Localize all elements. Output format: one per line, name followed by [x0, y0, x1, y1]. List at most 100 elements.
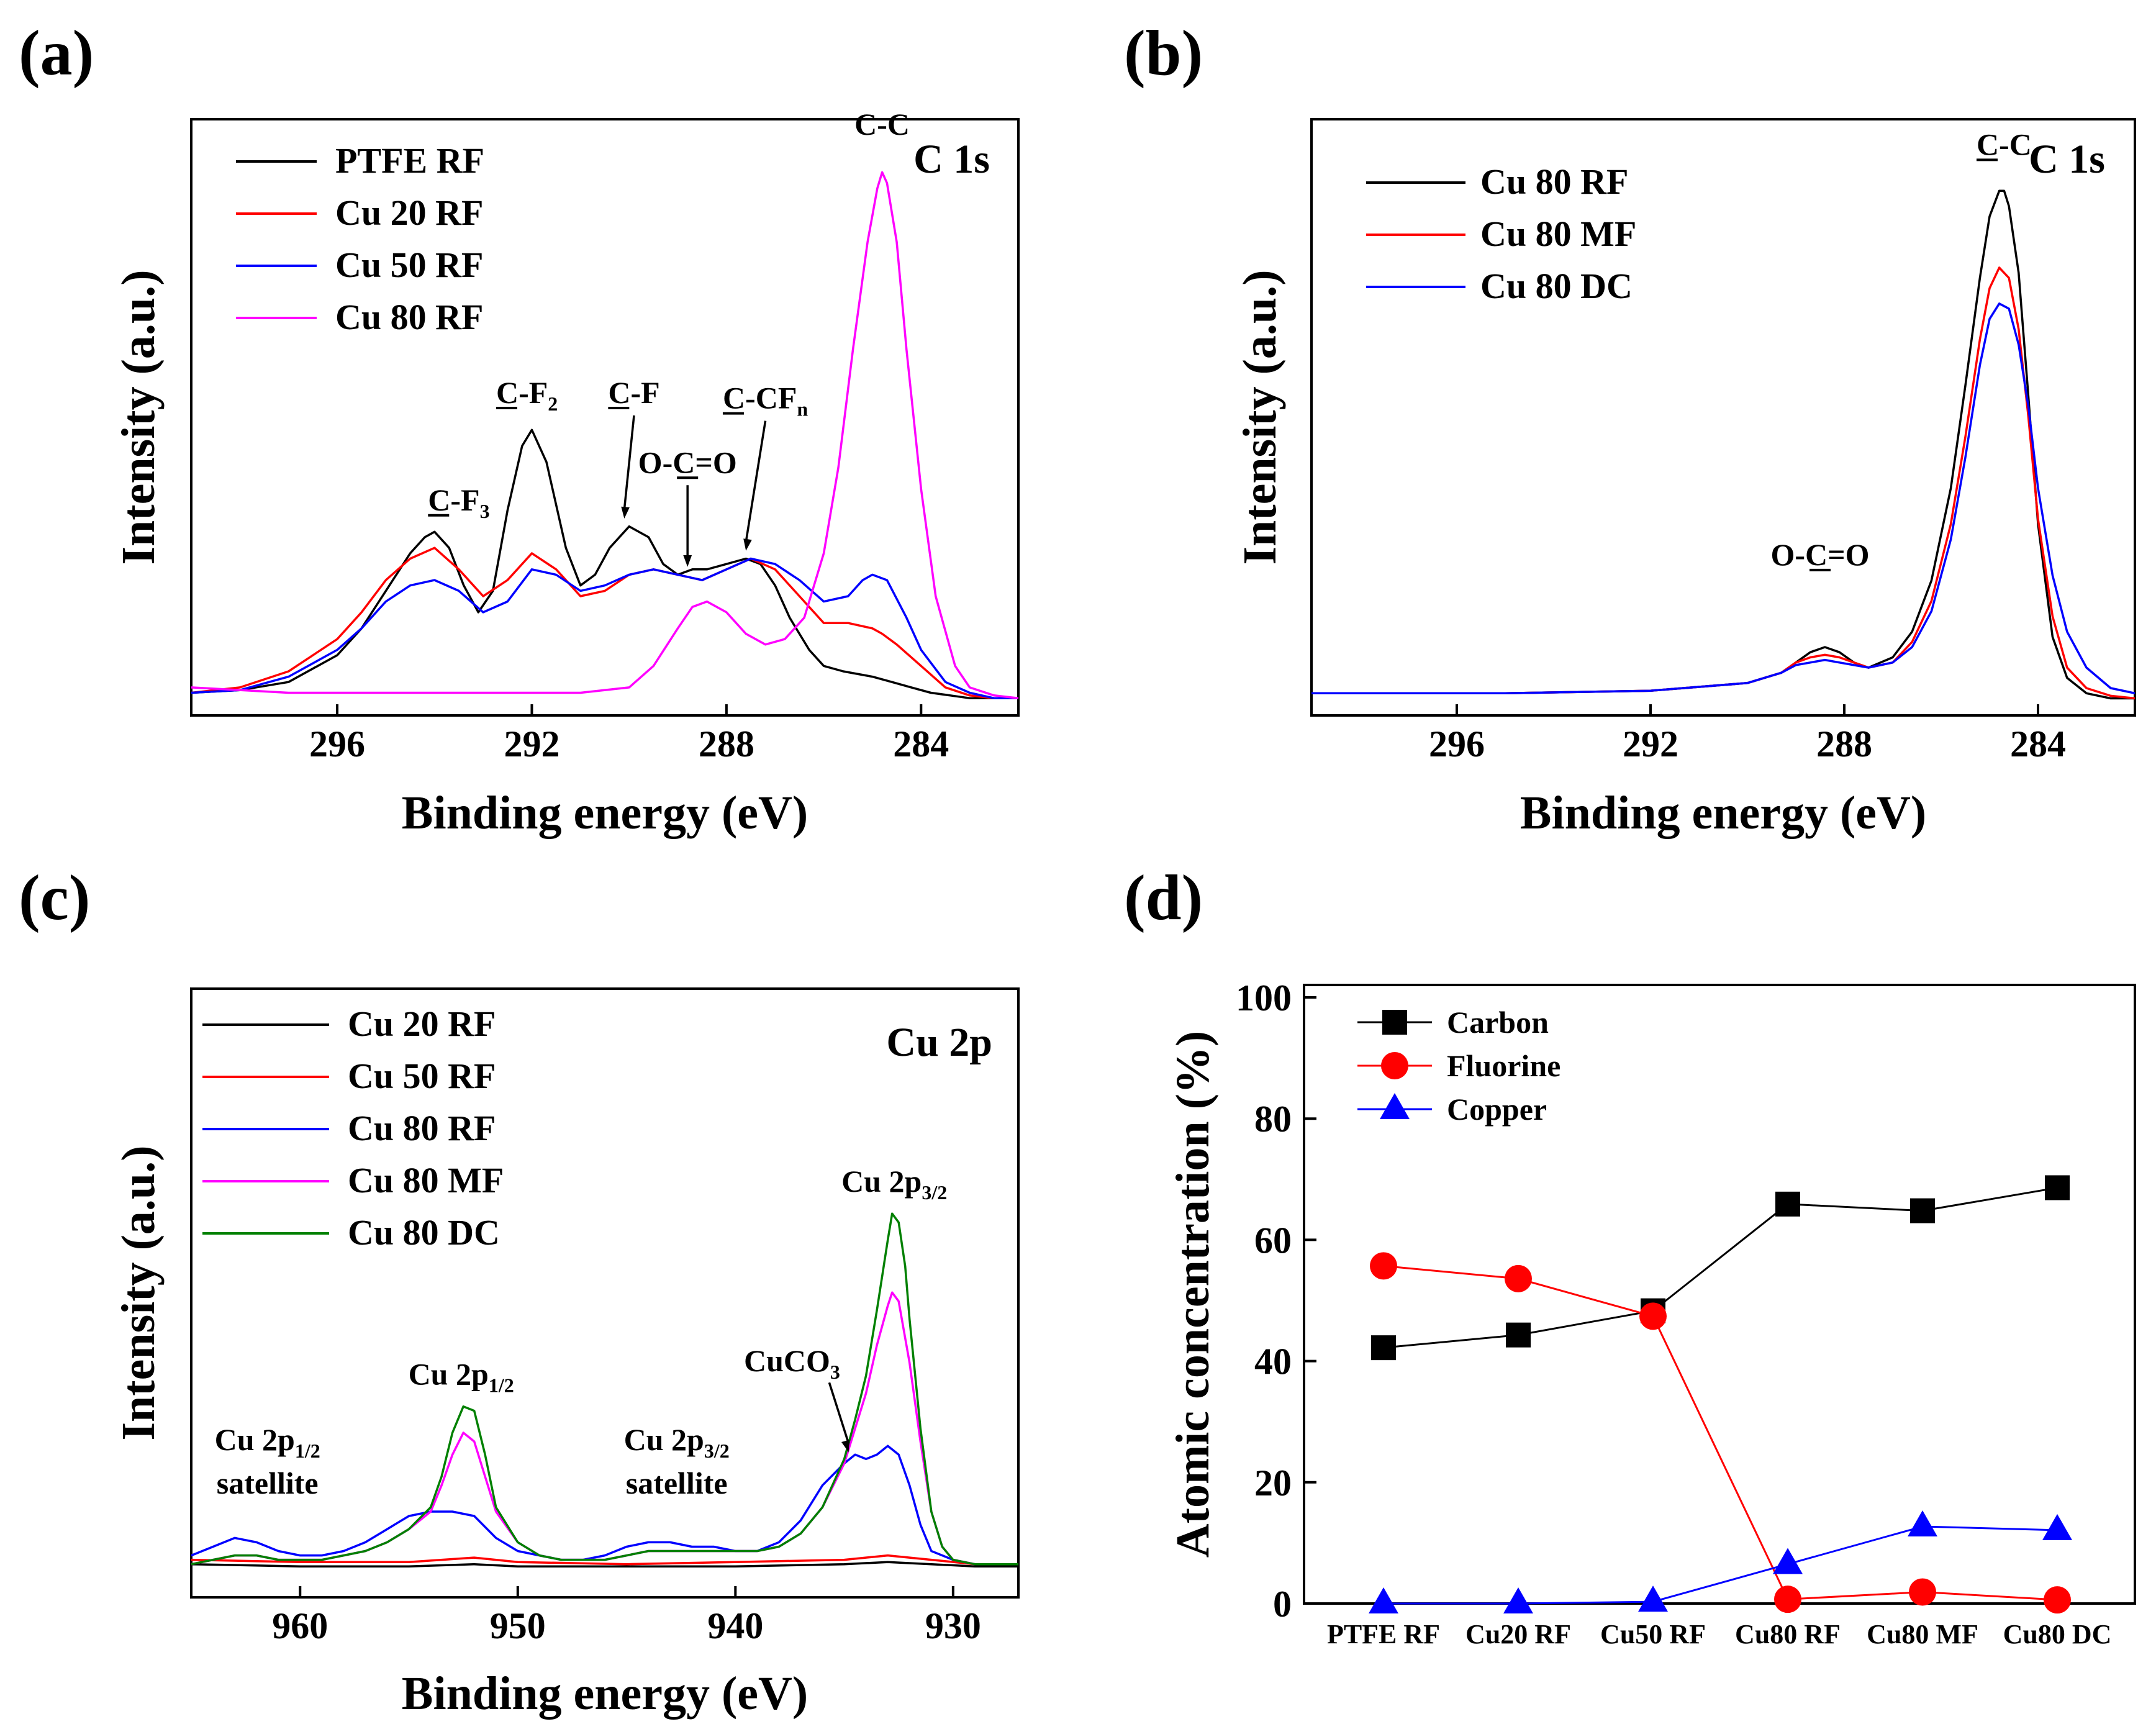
legend-label-b-0: Cu 80 RF: [1480, 161, 1628, 202]
legend-label-d-0: Carbon: [1447, 1005, 1549, 1040]
x-axis-label-a: Binding energy (eV): [402, 787, 808, 839]
y-ticks-d: 0 20 40 60 80 100: [1236, 978, 1316, 1625]
x-tick-label-a-0: 296: [309, 724, 365, 764]
data-point-d-1-1: [1505, 1264, 1532, 1292]
data-point-d-1-2: [1639, 1302, 1667, 1330]
data-point-d-2-2: [1638, 1586, 1668, 1612]
series-layer-b: [1311, 189, 2136, 700]
y-tick-label-d-0: 0: [1273, 1584, 1292, 1625]
series-line-d-2: [1384, 1525, 2058, 1605]
x-tick-label-c-3: 930: [925, 1605, 981, 1646]
y-tick-label-d-4: 80: [1254, 1099, 1292, 1140]
x-category-label-d-5: Cu80 DC: [2003, 1619, 2112, 1649]
x-axis-label-c: Binding energy (eV): [402, 1667, 808, 1720]
annotation-arrowhead-c-3: [841, 1440, 850, 1453]
annotation-line2-c-2: satellite: [626, 1466, 728, 1500]
annotation-arrow-c-3: [828, 1382, 850, 1444]
series-line-a-2: [191, 557, 1018, 699]
x-tick-label-b-0: 296: [1429, 724, 1485, 764]
legend-d: Carbon Fluorine Copper: [1357, 1005, 1560, 1127]
panel-label-a: (a): [19, 17, 94, 89]
x-category-label-d-2: Cu50 RF: [1600, 1619, 1706, 1649]
panel-label-b: (b): [1124, 17, 1203, 89]
x-tick-label-c-0: 960: [272, 1605, 328, 1646]
plot-frame-c: [190, 987, 1020, 1599]
x-category-label-d-4: Cu80 MF: [1867, 1619, 1978, 1649]
x-category-label-d-1: Cu20 RF: [1465, 1619, 1571, 1649]
annotation-b-0: O-C=O: [1770, 537, 1869, 572]
legend-label-d-1: Fluorine: [1447, 1048, 1560, 1083]
annotation-arrowhead-a-4: [743, 538, 752, 551]
annotation-c-2: Cu 2p3/2: [624, 1422, 730, 1462]
annotations-b: O-C=O C-C: [1770, 127, 2031, 571]
annotation-arrow-a-2: [623, 415, 635, 510]
annotation-c-0: Cu 2p1/2: [215, 1422, 320, 1462]
annotation-b-1: C-C: [1977, 127, 2032, 161]
data-point-d-1-0: [1370, 1252, 1397, 1280]
series-line-c-1: [191, 1554, 1018, 1566]
x-ticks-b: 296 292 288 284: [1429, 704, 2066, 764]
series-layer-a: [191, 171, 1019, 699]
legend-label-b-1: Cu 80 MF: [1480, 214, 1636, 254]
legend-label-c-1: Cu 50 RF: [348, 1056, 496, 1096]
series-line-c-2: [191, 1445, 1018, 1566]
series-line-c-3: [191, 1291, 1018, 1566]
series-line-d-1: [1383, 1264, 2058, 1601]
x-category-label-d-3: Cu80 RF: [1735, 1619, 1841, 1649]
data-point-d-2-0: [1369, 1587, 1398, 1613]
x-ticks-c: 960 950 940 930: [272, 1586, 981, 1646]
legend-label-c-4: Cu 80 DC: [348, 1212, 500, 1253]
legend-label-a-1: Cu 20 RF: [335, 193, 483, 233]
series-line-b-1: [1311, 266, 2136, 700]
legend-b: Cu 80 RF Cu 80 MF Cu 80 DC: [1366, 161, 1636, 306]
legend-a: PTFE RF Cu 20 RF Cu 50 RF Cu 80 RF: [236, 140, 484, 337]
data-point-d-1-3: [1774, 1586, 1801, 1613]
series-layer-c: [191, 1212, 1018, 1567]
annotation-a-3: O-C=O: [638, 445, 737, 479]
panel-label-d: (d): [1124, 862, 1203, 933]
annotation-line2-c-0: satellite: [217, 1466, 319, 1500]
y-axis-label-b: Intensity (a.u.): [1234, 270, 1286, 565]
panel-label-c: (c): [19, 862, 90, 933]
plot-frame-b: [1310, 118, 2136, 717]
data-point-d-2-4: [1908, 1510, 1937, 1537]
series-line-d-0: [1383, 1187, 2058, 1349]
plot-frame-a: [190, 118, 1020, 717]
legend-c: Cu 20 RF Cu 50 RF Cu 80 RF Cu 80 MF Cu 80 DC: [202, 1004, 504, 1253]
data-point-d-2-1: [1503, 1587, 1533, 1613]
y-tick-label-d-5: 100: [1236, 978, 1292, 1019]
y-tick-label-d-2: 40: [1254, 1341, 1292, 1382]
annotation-c-1: Cu 2p1/2: [409, 1356, 514, 1396]
x-categories-d: PTFE RF Cu20 RF Cu50 RF Cu80 RF Cu80 MF Cu80 …: [1327, 1592, 2111, 1649]
plot-frame-d: [1303, 984, 2136, 1605]
x-tick-label-b-3: 284: [2010, 724, 2066, 764]
series-line-b-2: [1311, 302, 2136, 695]
annotation-c-3: CuCO3: [744, 1343, 840, 1383]
data-point-d-2-3: [1773, 1548, 1803, 1574]
data-point-d-1-5: [2044, 1586, 2071, 1614]
annotation-a-2: C-F: [608, 375, 659, 410]
series-line-c-4: [191, 1212, 1018, 1566]
y-axis-label-c: Intensity (a.u.): [112, 1145, 165, 1440]
legend-label-b-2: Cu 80 DC: [1480, 266, 1633, 306]
x-axis-label-b: Binding energy (eV): [1520, 787, 1926, 839]
data-point-d-0-0: [1371, 1335, 1396, 1361]
data-point-d-0-4: [1910, 1198, 1935, 1223]
core-label-b: C 1s: [2029, 137, 2105, 182]
data-point-d-2-5: [2042, 1513, 2072, 1540]
data-point-d-0-1: [1506, 1322, 1531, 1348]
series-line-a-1: [191, 547, 1018, 699]
legend-label-c-0: Cu 20 RF: [348, 1004, 496, 1044]
legend-marker-d-1: [1381, 1052, 1408, 1079]
x-ticks-a: 296 292 288 284: [309, 704, 949, 764]
x-tick-label-b-2: 288: [1816, 724, 1872, 764]
annotation-a-5: C-C: [854, 107, 910, 142]
series-layer-d: [1369, 1175, 2072, 1614]
x-category-label-d-0: PTFE RF: [1327, 1619, 1440, 1649]
data-point-d-0-5: [2045, 1175, 2070, 1200]
core-label-c: Cu 2p: [886, 1020, 992, 1065]
legend-marker-d-0: [1382, 1010, 1407, 1035]
annotation-arrowhead-a-3: [683, 555, 692, 567]
